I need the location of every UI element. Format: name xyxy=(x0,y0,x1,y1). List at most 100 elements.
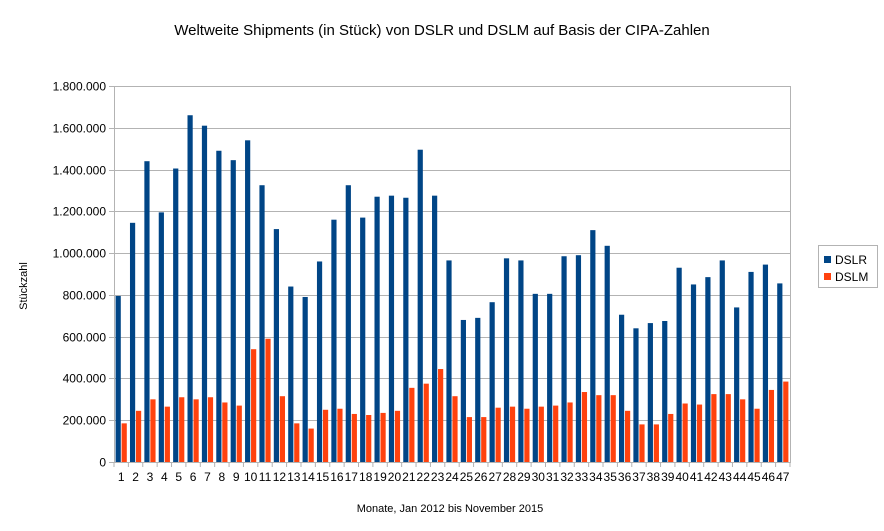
x-tick-label: 28 xyxy=(503,470,517,484)
bar-dslm xyxy=(610,395,616,462)
bar-dslr xyxy=(748,271,754,462)
legend-label-dslm: DSLM xyxy=(835,269,869,284)
x-tick-label: 17 xyxy=(345,470,359,484)
bar-dslm xyxy=(251,349,257,462)
y-tick-label: 1.000.000 xyxy=(53,247,107,261)
bar-dslr xyxy=(115,295,121,462)
bar-dslr xyxy=(547,293,553,462)
x-tick-label: 45 xyxy=(747,470,761,484)
bar-dslm xyxy=(668,413,674,462)
x-tick-label: 22 xyxy=(417,470,431,484)
bar-dslr xyxy=(216,150,222,462)
bar-dslr xyxy=(690,284,697,462)
bar-dslr xyxy=(590,230,596,462)
bar-dslm xyxy=(308,428,314,462)
bar-dslr xyxy=(331,219,337,462)
x-tick-label: 47 xyxy=(776,470,790,484)
bar-dslr xyxy=(503,258,510,462)
x-tick-label: 39 xyxy=(661,470,675,484)
bar-dslm xyxy=(754,408,760,462)
legend-label-dslr: DSLR xyxy=(835,252,868,267)
x-tick-label: 30 xyxy=(532,470,546,484)
bar-dslm xyxy=(207,397,214,462)
x-tick-label: 35 xyxy=(604,470,618,484)
gridlines xyxy=(114,86,790,463)
y-tick-label: 800.000 xyxy=(63,289,107,303)
bar-dslr xyxy=(201,125,208,462)
bar-dslr xyxy=(432,195,438,462)
bar-dslr xyxy=(705,277,711,462)
bar-dslm xyxy=(481,417,487,462)
bar-dslm xyxy=(236,405,242,462)
bar-dslr xyxy=(777,283,783,462)
bar-dslm xyxy=(164,406,170,462)
bar-dslm xyxy=(337,408,343,462)
bar-dslr xyxy=(360,217,366,462)
bar-dslr xyxy=(158,212,164,462)
bar-dslr xyxy=(734,307,740,462)
x-tick-label: 15 xyxy=(316,470,330,484)
x-tick-label: 34 xyxy=(589,470,603,484)
bar-dslm xyxy=(682,403,688,462)
x-tick-label: 18 xyxy=(359,470,373,484)
bar-dslr xyxy=(575,255,582,462)
x-axis-label: Monate, Jan 2012 bis November 2015 xyxy=(356,503,544,515)
bar-dslm xyxy=(653,424,659,462)
bar-dslr xyxy=(532,293,538,462)
bar-dslr xyxy=(460,319,466,462)
bar-dslm xyxy=(596,395,602,462)
x-tick-label: 10 xyxy=(244,470,258,484)
x-tick-label: 6 xyxy=(190,470,197,484)
bar-dslm xyxy=(696,404,703,462)
x-tick-label: 20 xyxy=(388,470,402,484)
bar-dslm xyxy=(711,394,717,462)
x-tick-label: 8 xyxy=(219,470,226,484)
bars xyxy=(115,115,789,463)
axes xyxy=(109,86,791,467)
x-tick-label: 13 xyxy=(287,470,301,484)
bar-dslm xyxy=(725,394,731,462)
x-tick-label: 46 xyxy=(762,470,776,484)
bar-dslr xyxy=(302,296,308,462)
x-tick-label: 7 xyxy=(204,470,211,484)
x-tick-label: 37 xyxy=(632,470,646,484)
bar-dslm xyxy=(624,410,631,462)
bar-dslm xyxy=(639,424,645,462)
x-tick-label: 11 xyxy=(259,470,272,484)
bar-dslm xyxy=(740,399,746,462)
bar-dslr xyxy=(144,161,150,462)
bar-dslr xyxy=(633,328,639,462)
y-tick-labels: 0 200.000 400.000 600.000 800.000 1.000.000 1.… xyxy=(53,80,107,470)
x-tick-label: 14 xyxy=(301,470,315,484)
legend-item-dslm: DSLM xyxy=(824,268,877,285)
x-tick-label: 23 xyxy=(431,470,445,484)
x-tick-label: 38 xyxy=(647,470,661,484)
x-tick-label: 5 xyxy=(175,470,182,484)
bar-dslm xyxy=(150,399,156,462)
bar-dslm xyxy=(222,402,228,462)
x-tick-label: 42 xyxy=(704,470,718,484)
y-axis-label: Stückzahl xyxy=(18,262,30,310)
x-tick-label: 24 xyxy=(445,470,459,484)
bar-dslr xyxy=(187,115,193,462)
legend-swatch-dslm xyxy=(824,273,831,280)
bar-dslm xyxy=(524,408,530,462)
x-tick-label: 26 xyxy=(474,470,488,484)
bar-dslm xyxy=(380,412,386,462)
bar-dslr xyxy=(259,185,265,462)
bar-dslm xyxy=(509,406,516,462)
bar-dslm xyxy=(452,396,458,462)
bar-dslm xyxy=(394,410,401,462)
x-tick-labels: 1 2 3 4 5 6 7 8 9 10 11 12 13 14 15 16 17 18 19 20 21 22 23 24 2… xyxy=(118,470,790,484)
x-tick-label: 21 xyxy=(402,470,416,484)
y-tick-label: 0 xyxy=(99,456,106,470)
bar-dslm xyxy=(438,369,444,462)
bar-dslm xyxy=(783,381,789,462)
x-tick-label: 9 xyxy=(233,470,240,484)
plot-area xyxy=(114,86,791,463)
y-tick-label: 400.000 xyxy=(63,372,107,386)
bar-dslm xyxy=(567,402,573,462)
bar-dslr xyxy=(446,260,452,462)
bar-dslm xyxy=(135,410,142,462)
y-tick-label: 200.000 xyxy=(63,414,107,428)
